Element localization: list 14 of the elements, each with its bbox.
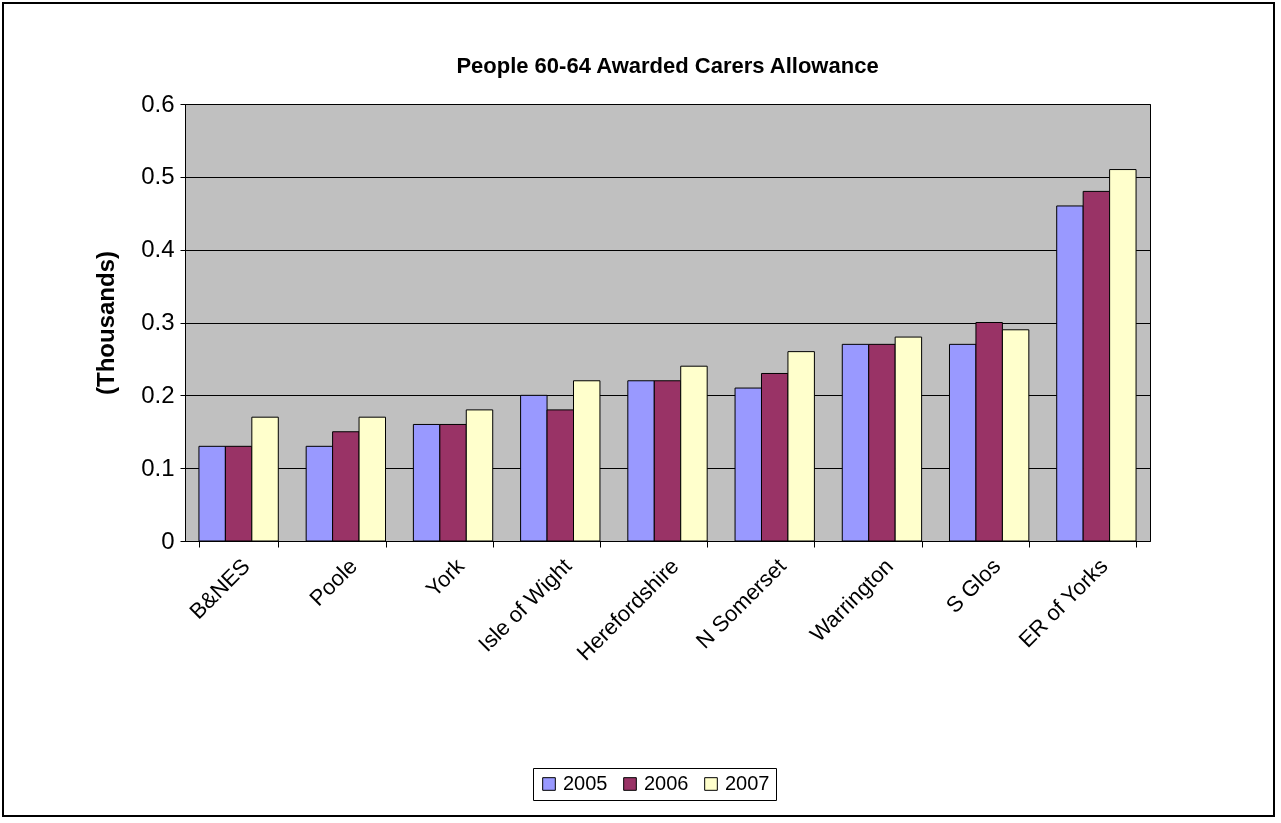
- y-tick-label: 0.2: [141, 380, 175, 408]
- y-tick-label: 0.5: [141, 162, 175, 190]
- x-tick-label: S Glos: [940, 553, 1006, 618]
- legend-label: 2006: [644, 772, 689, 794]
- x-tick-label: York: [420, 552, 470, 602]
- chart-title: People 60-64 Awarded Carers Allowance: [456, 53, 879, 78]
- y-tick-label: 0: [161, 526, 175, 554]
- legend-label: 2005: [563, 772, 608, 794]
- y-tick-label: 0.3: [141, 308, 175, 335]
- y-tick-label: 0.1: [141, 453, 175, 481]
- legend-label: 2007: [725, 772, 770, 794]
- y-tick-label: 0.6: [141, 89, 175, 117]
- y-tick-label: 0.4: [141, 235, 175, 263]
- y-axis-title: (Thousands): [92, 251, 120, 395]
